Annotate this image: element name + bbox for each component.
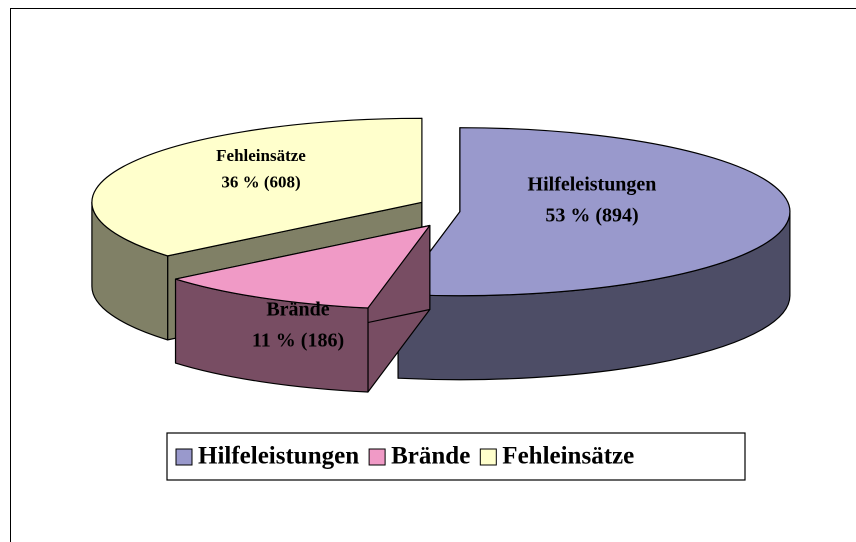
slice-label: Hilfeleistungen bbox=[528, 174, 657, 196]
slice-label: Fehleinsätze bbox=[216, 146, 306, 165]
slice bbox=[174, 224, 431, 309]
legend-label: Brände bbox=[391, 443, 470, 470]
legend-label: Fehleinsätze bbox=[502, 443, 634, 470]
legend-swatch bbox=[368, 448, 386, 466]
slice-value-label: 36 % (608) bbox=[221, 172, 300, 191]
slice bbox=[91, 117, 423, 257]
slice-value-label: 11 % (186) bbox=[252, 330, 344, 352]
legend-label: Hilfeleistungen bbox=[198, 443, 359, 470]
legend-swatch bbox=[175, 448, 193, 466]
slice bbox=[397, 127, 791, 297]
legend-swatch bbox=[479, 448, 497, 466]
slice-value-label: 53 % (894) bbox=[545, 205, 638, 227]
legend-box bbox=[166, 432, 746, 481]
slice-label: Brände bbox=[266, 299, 329, 321]
